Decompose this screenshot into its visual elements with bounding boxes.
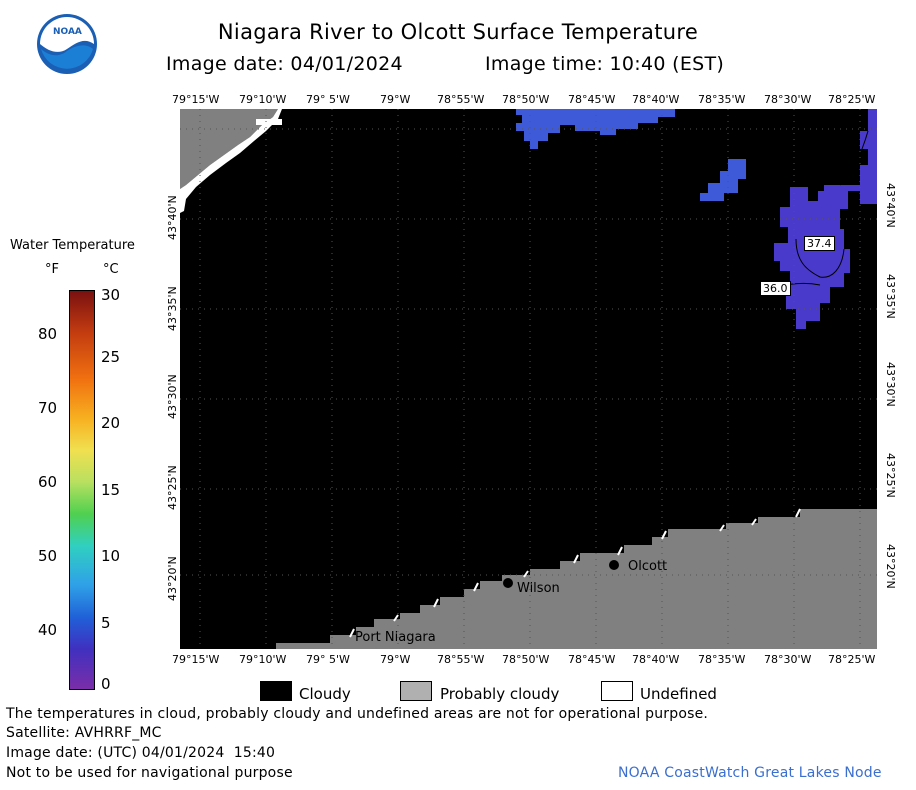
water-top bbox=[516, 109, 675, 149]
undefined-coast bbox=[180, 109, 282, 213]
lon-label: 78°35'W bbox=[698, 653, 746, 666]
lon-label: 79° 5'W bbox=[306, 653, 350, 666]
contour-line bbox=[795, 238, 845, 278]
lon-label: 79°W bbox=[380, 653, 411, 666]
lon-label: 79°10'W bbox=[239, 93, 287, 106]
lon-label: 78°30'W bbox=[764, 653, 812, 666]
water-right bbox=[774, 109, 877, 329]
lon-label: 78°50'W bbox=[502, 93, 550, 106]
legend-f-tick: 40 bbox=[38, 621, 58, 639]
lon-label: 79°10'W bbox=[239, 653, 287, 666]
footer-credit: NOAA CoastWatch Great Lakes Node bbox=[618, 765, 882, 781]
lat-label: 43°25'N bbox=[884, 453, 897, 498]
key-swatch-probably-cloudy bbox=[400, 681, 432, 701]
map-title: Niagara River to Olcott Surface Temperat… bbox=[217, 20, 699, 44]
legend-c-tick: 25 bbox=[101, 348, 121, 366]
water-patch bbox=[700, 159, 746, 201]
lon-label: 78°55'W bbox=[437, 653, 485, 666]
legend-f-tick: 60 bbox=[38, 473, 58, 491]
lon-label: 79°W bbox=[380, 93, 411, 106]
key-swatch-undefined bbox=[601, 681, 633, 701]
legend-c-tick: 15 bbox=[101, 481, 121, 499]
legend-c-tick: 0 bbox=[101, 675, 111, 693]
legend-c-tick: 30 bbox=[101, 286, 121, 304]
olcott-marker bbox=[609, 560, 619, 570]
lat-label: 43°35'N bbox=[166, 286, 179, 331]
lon-label: 78°40'W bbox=[632, 653, 680, 666]
land-us bbox=[276, 509, 877, 649]
undefined-patch bbox=[256, 119, 282, 125]
legend-f-tick: 80 bbox=[38, 325, 58, 343]
lat-label: 43°40'N bbox=[884, 183, 897, 228]
legend-c-tick: 10 bbox=[101, 547, 121, 565]
lat-label: 43°20'N bbox=[166, 556, 179, 601]
noaa-logo: NOAA bbox=[36, 13, 98, 75]
coast-undefined bbox=[349, 508, 801, 638]
key-label-probably-cloudy: Probably cloudy bbox=[440, 685, 560, 703]
lat-label: 43°40'N bbox=[166, 195, 179, 240]
legend-title: Water Temperature bbox=[10, 238, 135, 253]
contour-line bbox=[839, 130, 869, 186]
footer-utc-date: Image date: (UTC) 04/01/2024 15:40 bbox=[6, 745, 276, 761]
lon-label: 78°40'W bbox=[632, 93, 680, 106]
key-label-undefined: Undefined bbox=[640, 685, 717, 703]
map-canvas bbox=[180, 109, 877, 649]
lon-label: 78°45'W bbox=[568, 93, 616, 106]
lon-label: 79° 5'W bbox=[306, 93, 350, 106]
contour-label: 37.4 bbox=[804, 236, 835, 251]
color-scale bbox=[69, 290, 95, 690]
contour-label: 36.0 bbox=[760, 281, 791, 296]
image-date: Image date: 04/01/2024 bbox=[166, 53, 403, 75]
key-label-cloudy: Cloudy bbox=[299, 685, 351, 703]
lon-label: 79°15'W bbox=[172, 653, 220, 666]
lon-label: 78°25'W bbox=[828, 93, 876, 106]
lat-label: 43°25'N bbox=[166, 465, 179, 510]
logo-text: NOAA bbox=[53, 27, 82, 37]
footer-satellite: Satellite: AVHRRF_MC bbox=[6, 725, 162, 741]
footer-disclaimer: The temperatures in cloud, probably clou… bbox=[6, 706, 709, 722]
legend-c-tick: 5 bbox=[101, 614, 111, 632]
lat-label: 43°35'N bbox=[884, 274, 897, 319]
map-panel: 37.4 36.0 Olcott Wilson Port Niagara bbox=[180, 109, 877, 649]
legend-f-tick: 70 bbox=[38, 399, 58, 417]
graticule bbox=[180, 109, 877, 649]
legend-c-tick: 20 bbox=[101, 414, 121, 432]
lat-label: 43°20'N bbox=[884, 544, 897, 589]
image-time: Image time: 10:40 (EST) bbox=[485, 53, 725, 75]
lon-label: 78°30'W bbox=[764, 93, 812, 106]
legend-f-tick: 50 bbox=[38, 547, 58, 565]
place-label-olcott: Olcott bbox=[628, 559, 668, 574]
lon-label: 78°55'W bbox=[437, 93, 485, 106]
key-swatch-cloudy bbox=[260, 681, 292, 701]
lon-label: 78°50'W bbox=[502, 653, 550, 666]
lat-label: 43°30'N bbox=[166, 374, 179, 419]
footer-nav-warning: Not to be used for navigational purpose bbox=[6, 765, 293, 781]
place-label-wilson: Wilson bbox=[517, 581, 560, 596]
place-label-port-niagara: Port Niagara bbox=[355, 630, 436, 645]
lon-label: 78°45'W bbox=[568, 653, 616, 666]
lon-label: 78°25'W bbox=[828, 653, 876, 666]
lon-label: 78°35'W bbox=[698, 93, 746, 106]
legend-unit-c: °C bbox=[103, 262, 119, 277]
lon-label: 79°15'W bbox=[172, 93, 220, 106]
wilson-marker bbox=[503, 578, 513, 588]
legend-unit-f: °F bbox=[45, 262, 59, 277]
lat-label: 43°30'N bbox=[884, 362, 897, 407]
